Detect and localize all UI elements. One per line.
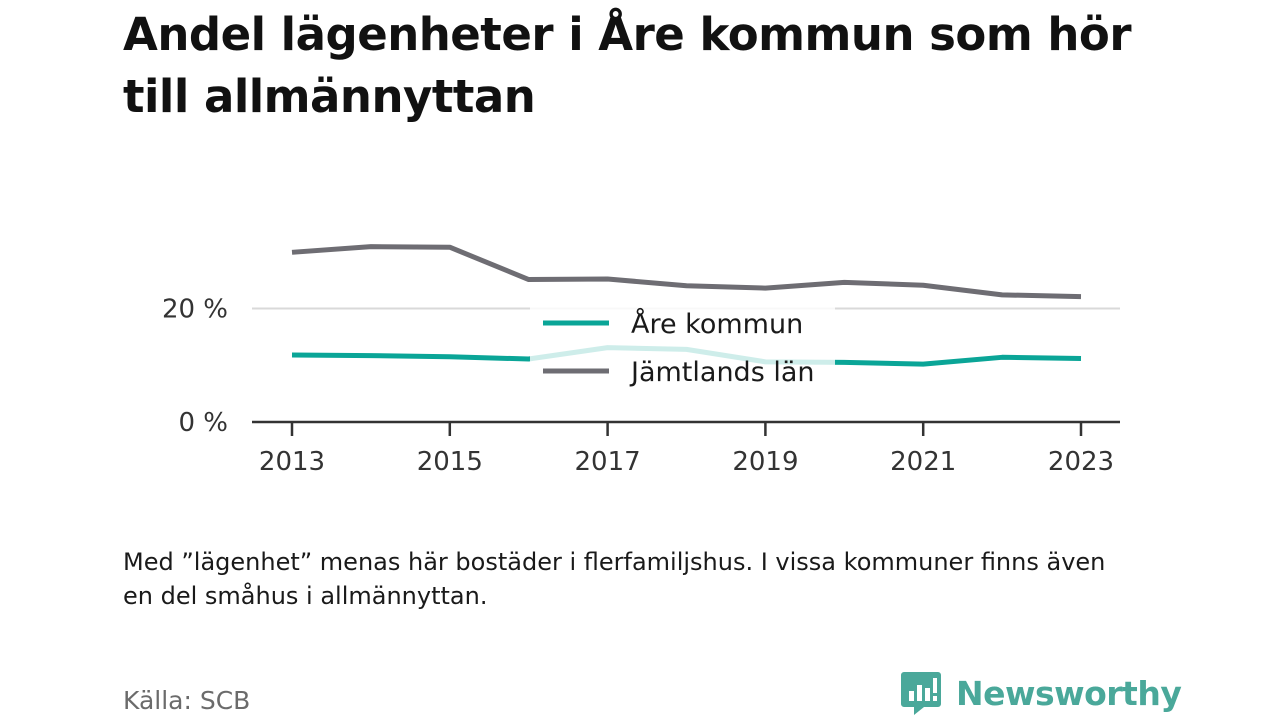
y-tick-label: 20 %	[162, 295, 228, 325]
x-tick-label: 2021	[890, 447, 956, 477]
chart-title: Andel lägenheter i Åre kommun som hör ti…	[123, 8, 1132, 123]
legend-label: Jämtlands län	[629, 357, 815, 388]
y-tick-label: 0 %	[178, 408, 228, 438]
x-tick-label: 2019	[732, 447, 798, 477]
source-label: Källa: SCB	[123, 686, 251, 715]
brand-logo: Newsworthy	[900, 670, 1182, 716]
line-chart: 0 % 20 % 2013 2015 2017 2019 2021 2023 Åre komm…	[162, 244, 1120, 477]
legend: Åre kommun Jämtlands län	[530, 300, 835, 400]
x-tick-label: 2015	[417, 447, 483, 477]
legend-label: Åre kommun	[631, 308, 803, 340]
legend-background	[530, 300, 835, 400]
chart-note: Med ”lägenhet” menas här bostäder i fler…	[123, 548, 1106, 610]
x-tick-label: 2013	[259, 447, 325, 477]
axes: 0 % 20 % 2013 2015 2017 2019 2021 2023	[162, 295, 1120, 477]
newsworthy-logo-icon	[901, 672, 941, 715]
brand-name: Newsworthy	[956, 673, 1182, 713]
series-line-2	[291, 244, 1082, 300]
x-tick-label: 2023	[1048, 447, 1114, 477]
x-tick-label: 2017	[575, 447, 641, 477]
